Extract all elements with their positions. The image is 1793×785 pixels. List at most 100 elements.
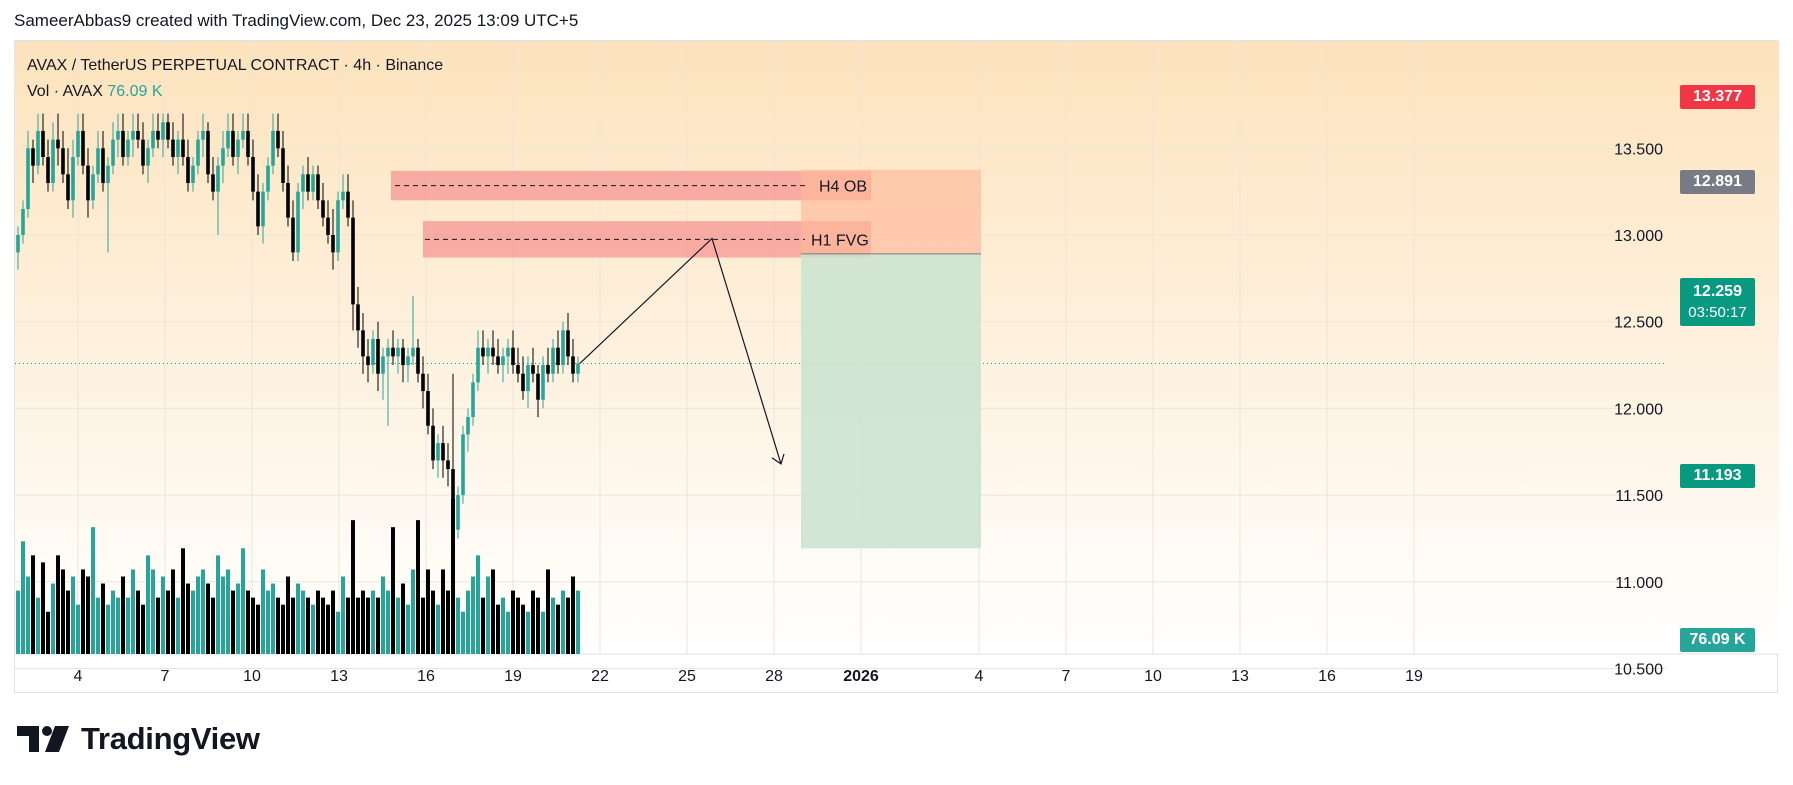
volume-bar xyxy=(261,569,265,654)
volume-bar xyxy=(226,569,230,654)
time-axis-label: 19 xyxy=(1405,668,1423,685)
candle-body xyxy=(386,347,390,357)
volume-bar xyxy=(286,576,290,654)
volume-bar xyxy=(361,590,365,654)
candle-body xyxy=(121,130,125,157)
candle-body xyxy=(181,139,185,157)
candle-body xyxy=(446,460,450,470)
time-axis-label: 10 xyxy=(243,668,261,685)
price-axis-label: 10.500 xyxy=(1614,662,1663,679)
candle-body xyxy=(151,130,155,149)
projection-drawing[interactable] xyxy=(579,237,785,465)
last-price-tag: 12.259 03:50:17 xyxy=(1680,278,1755,326)
price-zones[interactable]: H4 OB H1 FVG xyxy=(391,169,981,549)
volume-bar xyxy=(561,590,565,654)
chart-canvas[interactable]: H4 OB H1 FVG 13.500 13.000 12.500 12.000 11.5… xyxy=(15,41,1779,694)
candle-body xyxy=(41,130,45,157)
candle-body xyxy=(376,339,380,374)
volume-bar xyxy=(231,590,235,654)
entry-price-tag: 12.891 xyxy=(1680,170,1755,194)
volume-indicator-value: 76.09 K xyxy=(107,83,163,100)
volume-bar xyxy=(126,597,130,654)
candle-body xyxy=(236,139,240,157)
volume-bar xyxy=(251,597,255,654)
candle-body xyxy=(401,347,405,366)
volume-value-tag: 76.09 K xyxy=(1680,628,1755,652)
volume-bar xyxy=(411,569,415,654)
volume-bar xyxy=(36,597,40,654)
candle-body xyxy=(481,347,485,357)
candle-body xyxy=(221,148,225,166)
volume-bar xyxy=(171,569,175,654)
candle-body xyxy=(536,373,540,400)
take-profit-zone xyxy=(801,253,981,549)
projection-path xyxy=(579,237,782,465)
candle-body xyxy=(76,130,80,157)
volume-bar xyxy=(51,583,55,654)
candle-body xyxy=(56,139,60,149)
candle-body xyxy=(356,304,360,331)
candle-body xyxy=(256,191,260,227)
price-axis-label: 12.000 xyxy=(1614,401,1663,418)
volume-bar xyxy=(201,569,205,654)
volume-bar xyxy=(271,583,275,654)
tradingview-logo-text: TradingView xyxy=(81,721,260,756)
candle-body xyxy=(421,373,425,392)
volume-bar xyxy=(81,569,85,654)
candle-body xyxy=(351,217,355,305)
volume-bar xyxy=(356,597,360,654)
volume-bar xyxy=(291,597,295,654)
volume-bar xyxy=(521,604,525,654)
candle-body xyxy=(366,356,370,366)
candle-body xyxy=(26,148,30,209)
volume-bar xyxy=(366,597,370,654)
chart-frame[interactable]: H4 OB H1 FVG 13.500 13.000 12.500 12.000 11.5… xyxy=(14,40,1779,694)
candle-body xyxy=(471,382,475,418)
volume-bar xyxy=(446,590,450,654)
time-axis-label: 13 xyxy=(1231,668,1249,685)
volume-bar xyxy=(186,583,190,654)
tradingview-logo[interactable]: TradingView xyxy=(17,721,260,757)
candle-body xyxy=(551,347,555,374)
volume-bar xyxy=(131,569,135,654)
volume-bar xyxy=(121,576,125,654)
volume-bar xyxy=(341,576,345,654)
volume-bar xyxy=(466,590,470,654)
candle-body xyxy=(331,235,335,253)
candle-body xyxy=(396,347,400,357)
candle-body xyxy=(166,122,170,140)
chart-attribution: SameerAbbas9 created with TradingView.co… xyxy=(14,11,579,30)
candle-body xyxy=(241,130,245,140)
candle-body xyxy=(106,165,110,183)
volume-bar xyxy=(296,583,300,654)
volume-bar xyxy=(266,590,270,654)
price-axis[interactable]: 13.500 13.000 12.500 12.000 11.500 11.000 10.5… xyxy=(1614,141,1663,678)
volume-bar xyxy=(221,576,225,654)
candle-body xyxy=(506,347,510,357)
candle-body xyxy=(141,139,145,166)
volume-bar xyxy=(176,597,180,654)
candle-body xyxy=(306,174,310,192)
candle-body xyxy=(261,191,265,227)
candle-body xyxy=(31,148,35,166)
candle-body xyxy=(196,139,200,166)
volume-bar xyxy=(566,597,570,654)
time-axis-label: 10 xyxy=(1144,668,1162,685)
candle-body xyxy=(501,356,505,366)
time-axis-label: 16 xyxy=(417,668,435,685)
candle-body xyxy=(511,347,515,366)
candle-body xyxy=(211,174,215,192)
time-axis-label: 19 xyxy=(504,668,522,685)
volume-bar xyxy=(61,569,65,654)
time-axis[interactable]: 4 7 10 13 16 19 22 25 28 2026 4 7 10 13 16 19 xyxy=(74,668,1423,685)
symbol-legend[interactable]: AVAX / TetherUS PERPETUAL CONTRACT · 4h … xyxy=(27,53,443,79)
stop-price-tag: 13.377 xyxy=(1680,85,1755,109)
candle-body xyxy=(451,469,455,530)
candle-body xyxy=(296,191,300,253)
candle-body xyxy=(136,130,140,140)
candle-body xyxy=(301,174,305,192)
volume-bar xyxy=(381,576,385,654)
volume-legend[interactable]: Vol · AVAX 76.09 K xyxy=(27,79,443,105)
volume-bar xyxy=(111,590,115,654)
candle-body xyxy=(226,130,230,149)
